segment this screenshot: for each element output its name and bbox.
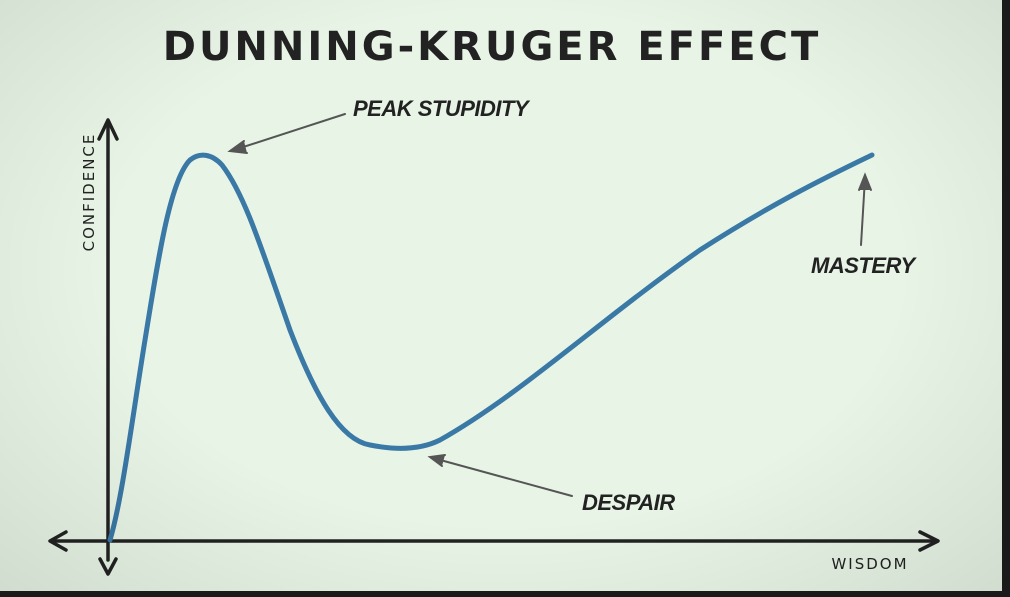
screen-edge-bottom (0, 591, 1010, 597)
despair-arrowhead-icon (427, 454, 446, 467)
x-axis-arrow-right-icon (918, 530, 940, 552)
peak-arrowhead-icon (227, 140, 248, 154)
x-axis-label: WISDOM (831, 555, 908, 573)
despair-label: DESPAIR (582, 490, 675, 515)
despair-arrow (427, 454, 573, 497)
y-axis (97, 118, 119, 576)
y-axis-label: CONFIDENCE (80, 133, 98, 252)
y-axis-arrow-down-icon (98, 557, 118, 576)
y-axis-arrow-up-icon (97, 118, 119, 141)
x-axis (48, 530, 940, 552)
peak-stupidity-label: PEAK STUPIDITY (353, 96, 531, 121)
confidence-curve (107, 152, 875, 543)
mastery-arrow (858, 172, 872, 246)
screen-edge-right (1002, 0, 1010, 597)
x-axis-arrow-left-icon (48, 530, 68, 552)
mastery-arrowhead-icon (858, 172, 872, 191)
peak-arrow (227, 113, 346, 154)
diagram-title: DUNNING-KRUGER EFFECT (163, 24, 822, 70)
mastery-label: MASTERY (811, 253, 917, 278)
